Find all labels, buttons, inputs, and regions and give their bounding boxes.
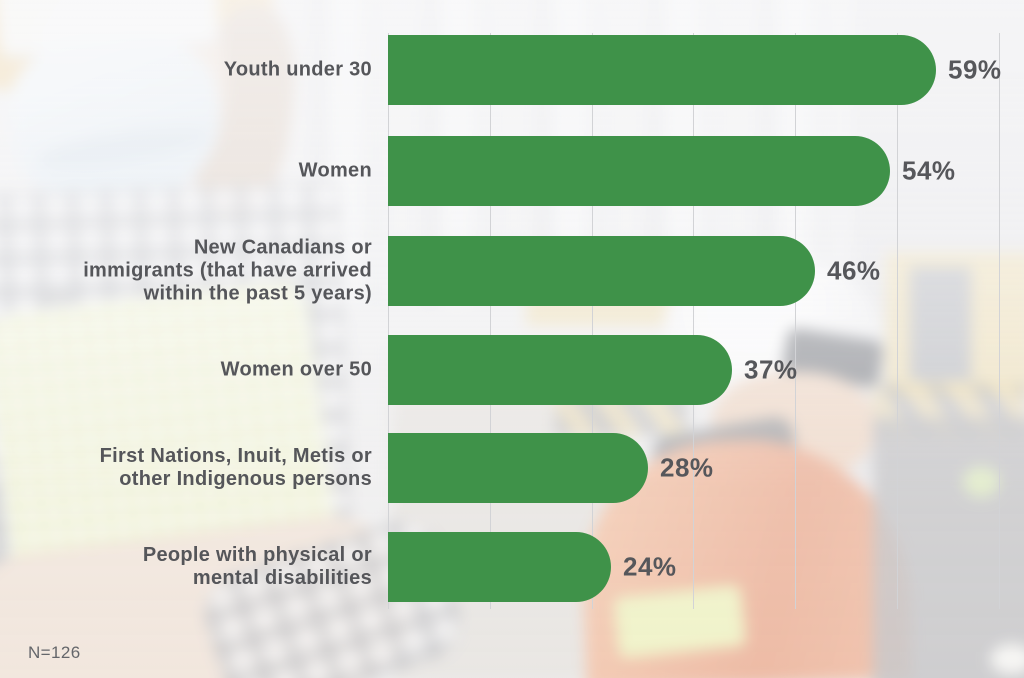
bar	[388, 136, 890, 206]
category-label: First Nations, Inuit, Metis or other Ind…	[99, 445, 372, 490]
bar-row: Women over 50 37%	[0, 335, 1024, 405]
category-label: People with physical or mental disabilit…	[142, 544, 372, 589]
value-label: 37%	[744, 354, 798, 385]
category-label: Women	[298, 159, 372, 182]
value-label: 54%	[902, 155, 956, 186]
sample-size-note: N=126	[28, 643, 81, 662]
value-label: 46%	[827, 255, 881, 286]
bar-row: First Nations, Inuit, Metis or other Ind…	[0, 433, 1024, 503]
gridline	[388, 33, 389, 609]
gridline	[999, 33, 1000, 609]
gridline	[592, 33, 593, 609]
bar	[388, 335, 732, 405]
bar-row: New Canadians or immigrants (that have a…	[0, 236, 1024, 306]
gridline	[897, 33, 898, 609]
bar	[388, 532, 611, 602]
bar-row: People with physical or mental disabilit…	[0, 532, 1024, 602]
value-label: 24%	[623, 551, 677, 582]
bar-row: Youth under 30 59%	[0, 35, 1024, 105]
bar	[388, 35, 936, 105]
gridline	[490, 33, 491, 609]
category-label: New Canadians or immigrants (that have a…	[83, 236, 372, 305]
category-label: Youth under 30	[223, 58, 372, 81]
category-label: Women over 50	[220, 358, 372, 381]
value-label: 59%	[948, 54, 1002, 85]
gridline	[795, 33, 796, 609]
bar	[388, 433, 648, 503]
gridline	[693, 33, 694, 609]
value-label: 28%	[660, 452, 714, 483]
bar	[388, 236, 815, 306]
bar-row: Women 54%	[0, 136, 1024, 206]
